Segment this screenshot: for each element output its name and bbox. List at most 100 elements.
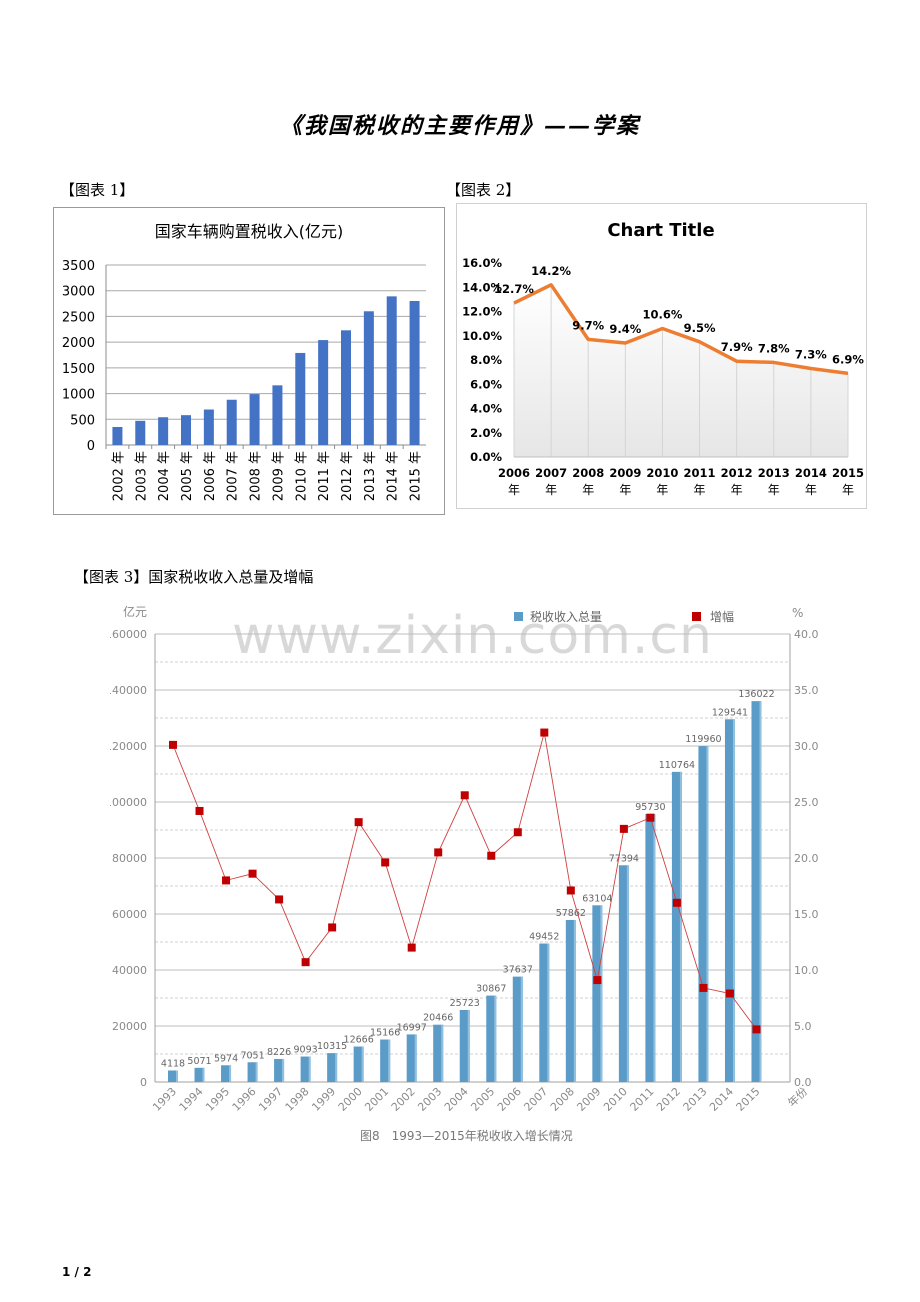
bar-highlight bbox=[759, 701, 762, 1082]
data-label: 14.2% bbox=[531, 264, 571, 278]
growth-marker bbox=[275, 895, 284, 904]
bar bbox=[565, 919, 576, 1082]
x-tick-label: 2012 bbox=[721, 466, 753, 480]
x-tick-label: 年 bbox=[582, 483, 594, 497]
y2-axis-label: % bbox=[792, 606, 803, 620]
y-tick-label: 0 bbox=[87, 439, 95, 454]
y-tick-label: 120000 bbox=[110, 740, 147, 753]
x-tick-label: 1999 bbox=[309, 1085, 338, 1114]
bar bbox=[380, 1039, 391, 1082]
bar-highlight bbox=[520, 976, 523, 1082]
x-tick-label: 2010 bbox=[646, 466, 678, 480]
bar bbox=[363, 311, 374, 445]
bar bbox=[386, 296, 397, 445]
x-tick-label: 2006 bbox=[498, 466, 530, 480]
data-label: 6.9% bbox=[832, 352, 864, 366]
data-label: 136022 bbox=[738, 689, 774, 700]
x-tick-label: 2010 bbox=[601, 1085, 630, 1114]
bar bbox=[194, 1067, 205, 1082]
data-label: 9.4% bbox=[609, 322, 641, 336]
data-label: 57862 bbox=[556, 908, 586, 919]
chart2-label: 【图表 2】 bbox=[446, 181, 521, 199]
bar bbox=[724, 719, 735, 1082]
x-tick-label: 2007 年 bbox=[226, 451, 241, 501]
legend-label-total: 税收收入总量 bbox=[530, 610, 602, 624]
chart2-title: Chart Title bbox=[607, 220, 714, 241]
growth-marker bbox=[248, 869, 257, 878]
growth-marker bbox=[301, 958, 310, 967]
y-tick-label: 0 bbox=[140, 1076, 147, 1089]
x-tick-label: 2015 年 bbox=[409, 451, 424, 501]
legend-label-growth: 增幅 bbox=[710, 609, 734, 624]
data-label: 10315 bbox=[317, 1041, 347, 1052]
data-label: 7051 bbox=[240, 1050, 264, 1061]
data-label: 12.7% bbox=[494, 282, 534, 296]
bar bbox=[249, 394, 260, 445]
bar-highlight bbox=[494, 995, 497, 1082]
y2-tick-label: 25.0 bbox=[794, 796, 819, 809]
bar-highlight bbox=[255, 1062, 258, 1082]
x-tick-label: 2014 bbox=[707, 1085, 736, 1114]
data-label: 12666 bbox=[344, 1035, 374, 1046]
y-tick-label: 1500 bbox=[62, 362, 95, 377]
bar-highlight bbox=[679, 771, 682, 1082]
vehicle-tax-bar-chart: 国家车辆购置税收入(亿元) 0 500 1000 1500 2000 2500 3000 35… bbox=[62, 222, 426, 501]
data-label: 5974 bbox=[214, 1053, 238, 1064]
x-tick-label: 2013 年 bbox=[363, 451, 378, 501]
bar-highlight bbox=[732, 719, 735, 1082]
y-tick-label: 12.0% bbox=[462, 305, 502, 319]
y2-tick-label: 40.0 bbox=[794, 628, 819, 641]
growth-line-chart: Chart Title 0.0% 2.0% 4.0% 6.0% 8.0% 10.0% 12.… bbox=[462, 220, 864, 497]
bar-highlight bbox=[414, 1034, 417, 1082]
data-label: 49452 bbox=[529, 932, 559, 943]
bar bbox=[512, 976, 523, 1082]
page-title: 《我国税收的主要作用》——学案 bbox=[279, 113, 640, 139]
data-label: 129541 bbox=[712, 707, 748, 718]
x-tick-label: 2009 年 bbox=[271, 451, 286, 501]
x-tick-label: 2015 bbox=[734, 1085, 763, 1114]
bar bbox=[327, 1053, 338, 1082]
x-tick-label: 年 bbox=[768, 483, 780, 497]
data-label: 16997 bbox=[397, 1022, 427, 1033]
chart2-frame: Chart Title 0.0% 2.0% 4.0% 6.0% 8.0% 10.0% 12.… bbox=[456, 203, 867, 509]
data-label: 110764 bbox=[659, 760, 695, 771]
bar-highlight bbox=[176, 1070, 178, 1082]
data-label: 7.3% bbox=[795, 347, 827, 361]
x-tick-label: 1996 bbox=[230, 1085, 259, 1114]
bar-highlight bbox=[202, 1067, 205, 1082]
bar bbox=[486, 995, 497, 1082]
bar-highlight bbox=[388, 1039, 391, 1082]
data-label: 9093 bbox=[294, 1045, 318, 1056]
data-label: 30867 bbox=[476, 984, 506, 995]
y-tick-label: 10.0% bbox=[462, 329, 502, 343]
y-tick-label: 0.0% bbox=[470, 450, 502, 464]
y-tick-label: 160000 bbox=[110, 628, 147, 641]
y-tick-label: 40000 bbox=[112, 964, 147, 977]
bar-highlight bbox=[573, 919, 576, 1082]
y-tick-label: 140000 bbox=[110, 684, 147, 697]
bar-highlight bbox=[361, 1046, 364, 1082]
y2-tick-label: 20.0 bbox=[794, 852, 819, 865]
bar-highlight bbox=[600, 905, 603, 1082]
plot-area-fill bbox=[514, 284, 848, 457]
y-tick-label: 20000 bbox=[112, 1020, 147, 1033]
data-label: 9.5% bbox=[684, 321, 716, 335]
y-tick-label: 500 bbox=[70, 413, 95, 428]
x-tick-label: 2005 年 bbox=[180, 451, 195, 501]
x-tick-label: 1993 bbox=[150, 1085, 179, 1114]
y-tick-label: 3500 bbox=[62, 259, 95, 274]
x-tick-label: 2014 年 bbox=[386, 451, 401, 501]
x-tick-label: 2009 bbox=[609, 466, 641, 480]
x-tick-label: 1995 bbox=[203, 1085, 232, 1114]
x-tick-label: 2012 bbox=[654, 1085, 683, 1114]
bar bbox=[112, 427, 123, 445]
y-tick-label: 80000 bbox=[112, 852, 147, 865]
x-tick-label: 2010 年 bbox=[294, 451, 309, 501]
x-tick-label: 年 bbox=[656, 483, 668, 497]
growth-marker bbox=[434, 848, 443, 857]
bar bbox=[341, 330, 351, 445]
x-tick-label: 2005 bbox=[468, 1085, 497, 1114]
y-axis-label: 亿元 bbox=[123, 604, 147, 619]
bar bbox=[300, 1056, 311, 1082]
x-tick-label: 2004 年 bbox=[157, 451, 172, 501]
